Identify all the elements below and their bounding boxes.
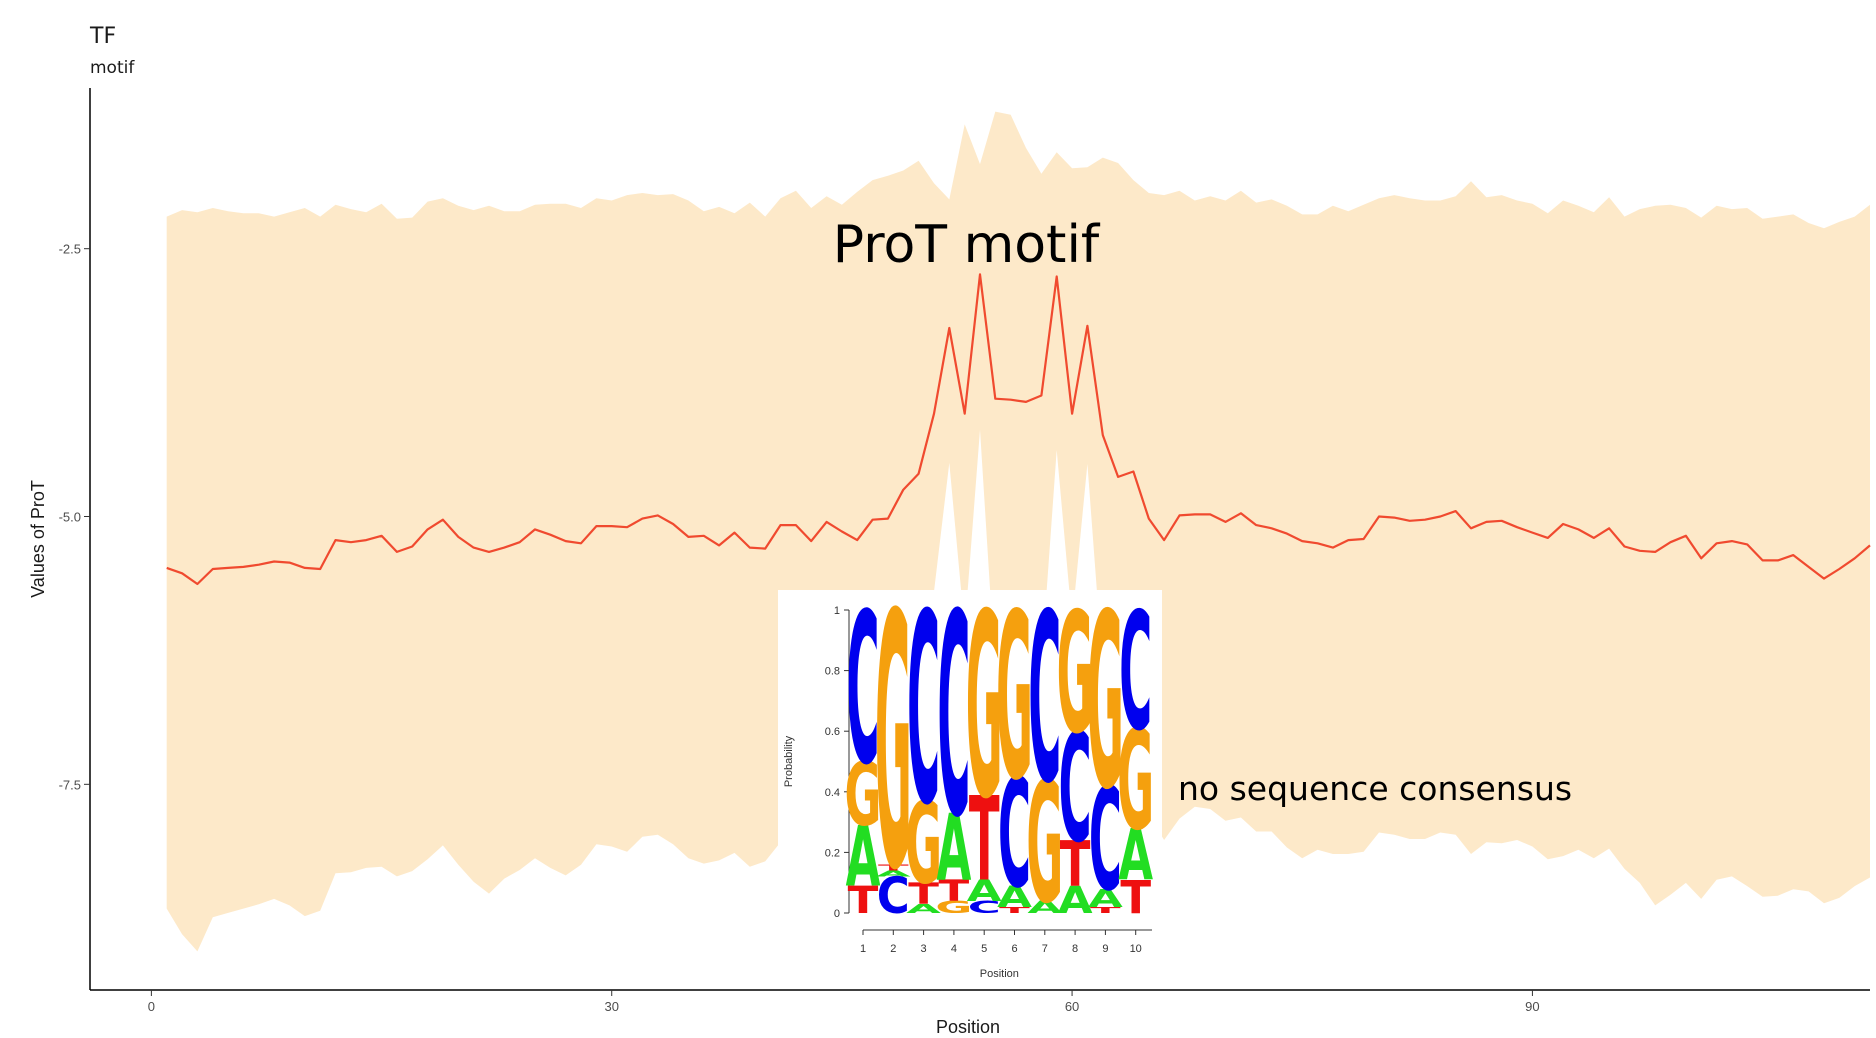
chart-annotation-title: ProT motif [833,215,1101,275]
logo-x-tick-label: 3 [921,943,927,955]
x-tick-label: 90 [1525,999,1539,1014]
logo-letter: G [875,541,912,948]
logo-letter: A [876,869,911,879]
logo-x-tick-label: 10 [1130,943,1142,955]
logo-letter: A [1088,884,1123,913]
logo-letter: T [878,863,909,873]
logo-letter: A [1027,898,1063,917]
logo-x-tick-label: 6 [1011,943,1017,955]
figure-subtitle: motif [90,58,135,78]
logo-y-axis-label: Probability [783,735,795,787]
logo-letter: G [1026,747,1063,941]
mean-profile-line [166,273,1871,586]
logo-x-axis-label: Position [980,968,1019,980]
logo-letter: T [999,905,1030,915]
logo-letter: C [1059,702,1092,877]
logo-letter: C [1089,758,1122,922]
y-axis-label: Values of ProT [28,480,48,598]
y-tick-label: -2.5 [59,242,81,257]
logo-letter: A [1118,814,1153,896]
logo-letter: G [905,780,942,910]
logo-letter: T [939,874,970,908]
consensus-note: no sequence consensus [1178,769,1572,808]
x-axis-label: Position [936,1017,1000,1037]
logo-panel [778,590,1162,976]
logo-letter: T [848,879,879,922]
confidence-band [166,111,1871,952]
y-tick-label: -7.5 [59,777,81,792]
logo-y-tick-label: 0 [834,908,840,920]
logo-y-tick-label: 0.4 [825,787,840,799]
logo-letter: C [1028,563,1061,835]
logo-letter: G [966,560,1003,855]
logo-letter: A [997,880,1033,914]
logo-letter: A [936,795,971,902]
logo-letter: G [996,564,1033,830]
logo-x-tick-label: 9 [1102,943,1108,955]
logo-letter: C [907,560,940,864]
figure-title: TF [90,24,117,49]
logo-letter: A [967,874,1003,908]
logo-letter: C [937,556,970,880]
logo-letter: C [846,569,879,811]
logo-y-tick-label: 1 [834,605,840,617]
logo-letter: T [969,772,1000,908]
logo-x-tick-label: 2 [890,943,896,955]
logo-letter: G [1117,702,1154,862]
y-tick-label: -5.0 [59,510,81,525]
logo-letter: G [1087,562,1124,843]
logo-letter: A [846,809,881,906]
logo-letter: T [1120,871,1151,924]
logo-letter: C [877,868,910,926]
logo-letter: C [998,748,1031,923]
logo-x-tick-label: 4 [951,943,957,955]
logo-x-tick-label: 1 [860,943,866,955]
x-tick-label: 60 [1065,999,1079,1014]
logo-letter: A [1058,879,1093,922]
logo-letter: T [908,877,939,911]
logo-x-tick-label: 5 [981,943,987,955]
logo-letter: C [1119,580,1152,768]
logo-letter: T [1060,828,1091,900]
x-tick-label: 30 [604,999,618,1014]
logo-y-tick-label: 0.2 [825,847,840,859]
logo-letter: C [968,898,1001,917]
logo-y-tick-label: 0.6 [825,726,840,738]
logo-letter: G [935,898,972,917]
logo-x-tick-label: 7 [1042,943,1048,955]
x-tick-label: 0 [148,999,155,1014]
logo-letter: A [906,901,941,916]
logo-letter: T [1090,905,1121,915]
logo-letter: G [845,746,882,847]
logo-letter: G [1057,577,1094,771]
logo-x-tick-label: 8 [1072,943,1078,955]
logo-y-tick-label: 0.8 [825,666,840,678]
